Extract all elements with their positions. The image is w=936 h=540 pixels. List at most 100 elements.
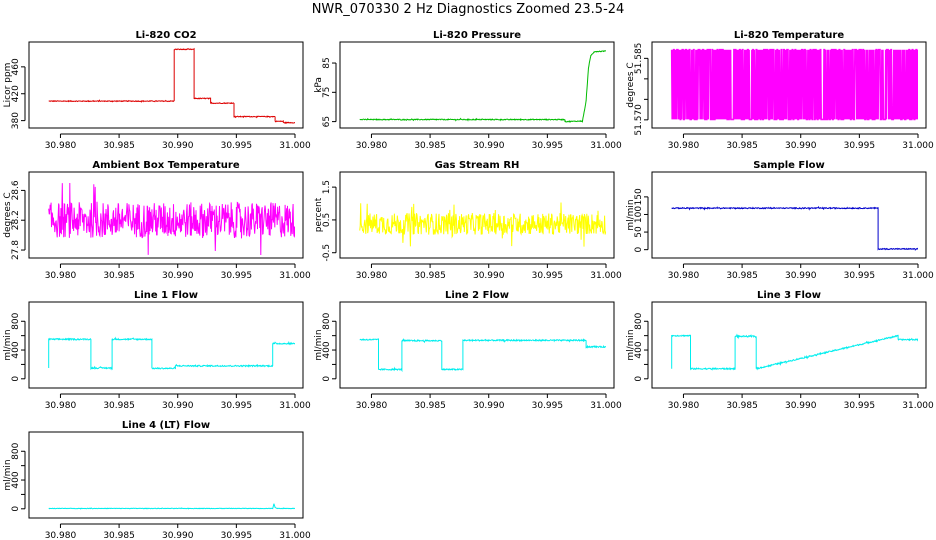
chart-panel-5: Gas Stream RH percent 30.980 30.985 30.990 30… <box>314 160 622 281</box>
y-tick-label: 800 <box>322 312 332 329</box>
y-axis-label: ml/min <box>314 329 324 360</box>
chart-title: Line 2 Flow <box>445 290 509 301</box>
x-tick-label: 30.995 <box>844 141 876 151</box>
chart-panel-8: Line 2 Flow ml/min 30.980 30.985 30.990 30.99… <box>314 290 622 411</box>
x-tick-label: 30.980 <box>668 401 700 411</box>
data-layer <box>48 503 295 510</box>
y-tick-label: 380 <box>11 112 21 129</box>
y-axis-label: ml/min <box>3 329 13 360</box>
data-layer <box>671 205 918 251</box>
y-tick-label: 75 <box>322 87 332 98</box>
chart-title: Li-820 CO2 <box>135 30 196 41</box>
x-tick-label: 30.985 <box>414 271 446 281</box>
x-tick-label: 30.980 <box>356 271 388 281</box>
chart-panel-3: Li-820 Temperature degrees C 30.980 30.985 3… <box>626 30 934 151</box>
x-tick-label: 30.980 <box>356 401 388 411</box>
y-tick-label: 400 <box>322 341 332 358</box>
plot-frame <box>651 301 927 389</box>
x-tick-label: 30.990 <box>162 141 194 151</box>
x-tick-label: 30.990 <box>473 401 505 411</box>
x-tick-label: 30.985 <box>103 401 135 411</box>
data-layer <box>359 49 606 124</box>
y-axis-label: degrees C <box>3 192 13 237</box>
x-tick-label: 30.985 <box>726 271 758 281</box>
x-tick-label: 31.000 <box>902 401 934 411</box>
chart-title: Ambient Box Temperature <box>92 160 239 171</box>
x-tick-label: 30.995 <box>532 271 564 281</box>
x-tick-label: 31.000 <box>590 141 622 151</box>
chart-title: Sample Flow <box>753 160 825 171</box>
x-tick-label: 30.985 <box>414 141 446 151</box>
series-line <box>48 182 295 256</box>
y-tick-label: 0 <box>11 506 21 512</box>
x-tick-label: 30.980 <box>668 271 700 281</box>
chart-title: Li-820 Temperature <box>734 30 844 41</box>
chart-panel-2: Li-820 Pressure kPa 30.980 30.985 30.990 30.9… <box>314 30 622 151</box>
series-line <box>48 503 295 510</box>
x-tick-label: 31.000 <box>279 271 311 281</box>
chart-panel-6: Sample Flow ml/min 30.980 30.985 30.990 30.99… <box>626 160 934 281</box>
y-axis-label: kPa <box>314 77 324 93</box>
y-tick-label: 0 <box>634 247 644 253</box>
y-tick-label: 28.2 <box>11 210 21 230</box>
data-layer <box>48 182 295 256</box>
y-axis-label: Licor ppm <box>3 63 13 108</box>
x-tick-label: 30.980 <box>45 401 77 411</box>
x-tick-label: 30.995 <box>844 271 876 281</box>
y-tick-label: 100 <box>634 206 644 223</box>
y-tick-label: 460 <box>11 58 21 75</box>
y-tick-label: 150 <box>634 188 644 205</box>
x-tick-label: 31.000 <box>902 271 934 281</box>
x-tick-label: 30.980 <box>45 531 77 540</box>
y-tick-label: 400 <box>11 341 21 358</box>
y-tick-label: 400 <box>634 341 644 358</box>
x-tick-label: 30.990 <box>785 271 817 281</box>
x-tick-label: 30.990 <box>473 271 505 281</box>
x-tick-label: 30.990 <box>162 401 194 411</box>
y-tick-label: 28.6 <box>11 180 21 200</box>
data-layer <box>670 48 918 121</box>
series-line <box>359 338 606 373</box>
plot-frame <box>651 41 927 129</box>
series-line <box>359 49 606 124</box>
y-tick-label: 65 <box>322 116 332 127</box>
figure-title: NWR_070330 2 Hz Diagnostics Zoomed 23.5-… <box>311 2 625 17</box>
series-line <box>48 47 295 125</box>
y-tick-label: 400 <box>11 471 21 488</box>
plot-frame <box>28 41 304 129</box>
x-tick-label: 31.000 <box>279 401 311 411</box>
chart-title: Line 4 (LT) Flow <box>122 420 210 431</box>
data-layer <box>48 336 295 371</box>
chart-panel-10: Line 4 (LT) Flow ml/min 30.980 30.985 30.990… <box>3 420 311 540</box>
y-tick-label: 800 <box>634 312 644 329</box>
data-layer <box>359 338 606 373</box>
chart-title: Li-820 Pressure <box>433 30 521 41</box>
x-tick-label: 30.985 <box>414 401 446 411</box>
x-tick-label: 31.000 <box>279 141 311 151</box>
x-tick-label: 30.980 <box>668 141 700 151</box>
y-tick-label: 0 <box>634 376 644 382</box>
series-line <box>359 202 606 247</box>
x-tick-label: 30.990 <box>473 141 505 151</box>
x-tick-label: 31.000 <box>902 141 934 151</box>
plot-frame <box>651 171 927 259</box>
plot-frame <box>339 171 615 259</box>
y-axis-label: ml/min <box>3 459 13 490</box>
x-tick-label: 30.990 <box>785 401 817 411</box>
series-line <box>670 48 918 121</box>
data-layer <box>359 202 606 247</box>
x-tick-label: 30.985 <box>726 401 758 411</box>
x-tick-label: 31.000 <box>590 271 622 281</box>
chart-panel-9: Line 3 Flow ml/min 30.980 30.985 30.990 30.99… <box>626 290 934 411</box>
x-tick-label: 30.985 <box>726 141 758 151</box>
y-tick-label: 85 <box>322 57 332 68</box>
series-line <box>48 336 295 371</box>
y-tick-label: 800 <box>11 312 21 329</box>
x-tick-label: 30.990 <box>785 141 817 151</box>
chart-panel-1: Li-820 CO2 Licor ppm 30.980 30.985 30.990 30.… <box>3 30 311 151</box>
x-tick-label: 30.995 <box>221 141 253 151</box>
y-tick-label: 1.5 <box>322 180 332 194</box>
y-tick-label: 51.570 <box>634 104 644 136</box>
x-tick-label: 30.995 <box>221 271 253 281</box>
